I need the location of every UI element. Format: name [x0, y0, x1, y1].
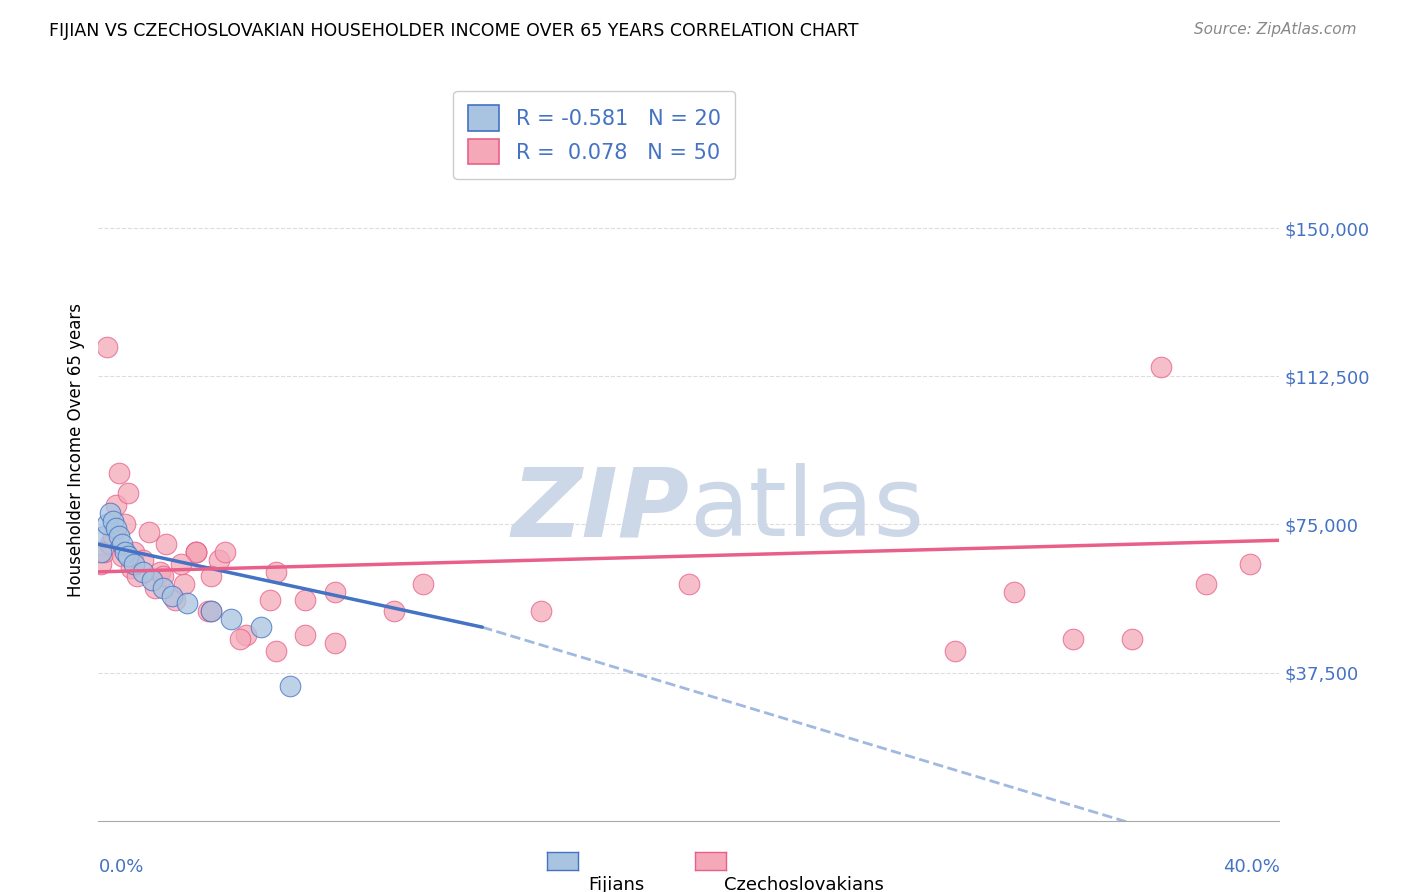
Point	[114, 517, 136, 532]
Point	[125, 569, 148, 583]
Point	[96, 517, 118, 532]
Point	[132, 565, 155, 579]
Point	[132, 553, 155, 567]
Point	[149, 565, 172, 579]
Point	[111, 549, 134, 563]
Point	[208, 553, 231, 567]
Point	[165, 592, 187, 607]
Point	[93, 529, 115, 543]
Point	[1062, 632, 1084, 646]
Point	[122, 545, 145, 559]
Point	[105, 498, 128, 512]
Point	[138, 525, 160, 540]
Point	[108, 529, 131, 543]
Point	[200, 569, 222, 583]
Point	[530, 604, 553, 618]
Point	[1239, 557, 1261, 571]
Point	[143, 581, 166, 595]
Point	[184, 545, 207, 559]
Point	[114, 545, 136, 559]
Point	[200, 604, 222, 618]
Point	[200, 604, 222, 618]
Text: ZIP: ZIP	[510, 463, 689, 557]
Point	[323, 584, 346, 599]
Point	[93, 545, 115, 559]
Point	[250, 620, 273, 634]
Point	[235, 628, 257, 642]
Point	[103, 529, 125, 543]
Point	[120, 561, 142, 575]
Point	[98, 506, 121, 520]
Point	[678, 576, 700, 591]
Point	[323, 636, 346, 650]
Point	[294, 628, 316, 642]
Point	[221, 612, 243, 626]
Text: Source: ZipAtlas.com: Source: ZipAtlas.com	[1194, 22, 1357, 37]
Point	[264, 644, 287, 658]
Point	[103, 514, 125, 528]
Point	[152, 569, 174, 583]
Point	[214, 545, 236, 559]
Point	[197, 604, 219, 618]
Point	[280, 679, 302, 693]
Legend: R = -0.581   N = 20, R =  0.078   N = 50: R = -0.581 N = 20, R = 0.078 N = 50	[453, 91, 735, 179]
Text: 40.0%: 40.0%	[1223, 858, 1279, 876]
Point	[412, 576, 434, 591]
Point	[259, 592, 281, 607]
Text: Czechoslovakians: Czechoslovakians	[724, 876, 884, 892]
Point	[1195, 576, 1218, 591]
Point	[173, 576, 195, 591]
Text: 0.0%: 0.0%	[98, 858, 143, 876]
Point	[96, 340, 118, 354]
Point	[162, 589, 183, 603]
Y-axis label: Householder Income Over 65 years: Householder Income Over 65 years	[66, 303, 84, 598]
Point	[117, 549, 139, 563]
Point	[1002, 584, 1025, 599]
Point	[90, 557, 112, 571]
Point	[184, 545, 207, 559]
Point	[105, 521, 128, 535]
Point	[943, 644, 966, 658]
Text: Fijians: Fijians	[589, 876, 645, 892]
Point	[1121, 632, 1143, 646]
Point	[98, 537, 121, 551]
Point	[176, 597, 198, 611]
Text: atlas: atlas	[689, 463, 924, 557]
Point	[229, 632, 252, 646]
Point	[294, 592, 316, 607]
Point	[111, 537, 134, 551]
Point	[108, 466, 131, 480]
Point	[155, 537, 177, 551]
Text: FIJIAN VS CZECHOSLOVAKIAN HOUSEHOLDER INCOME OVER 65 YEARS CORRELATION CHART: FIJIAN VS CZECHOSLOVAKIAN HOUSEHOLDER IN…	[49, 22, 859, 40]
Point	[117, 486, 139, 500]
Point	[184, 545, 207, 559]
Point	[141, 573, 163, 587]
Point	[122, 557, 145, 571]
Point	[90, 545, 112, 559]
Point	[1150, 359, 1173, 374]
Point	[264, 565, 287, 579]
Point	[152, 581, 174, 595]
Point	[170, 557, 193, 571]
Point	[382, 604, 405, 618]
